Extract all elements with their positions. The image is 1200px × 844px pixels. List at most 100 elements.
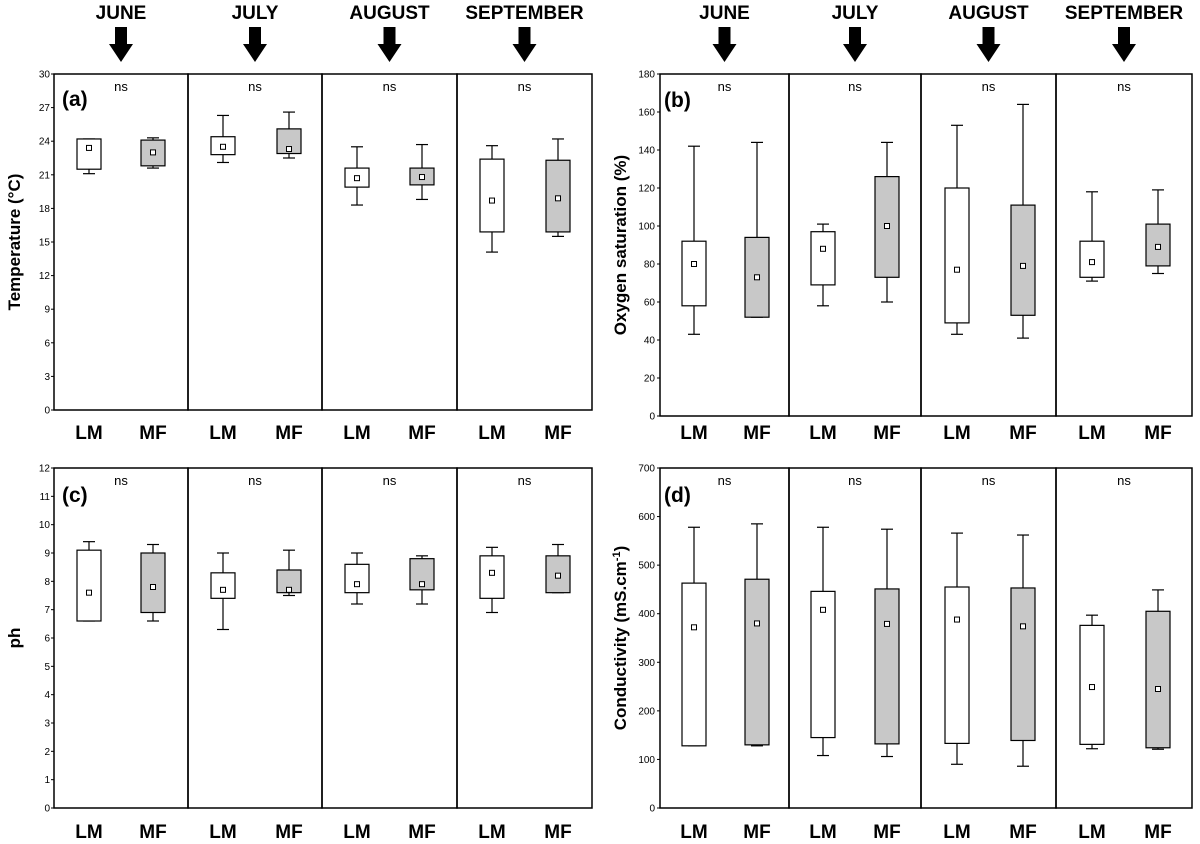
- y-tick-label: 7: [44, 605, 50, 616]
- month-header: JULY: [232, 3, 279, 24]
- box-iqr: [140, 552, 166, 614]
- box-lm: [810, 526, 836, 757]
- mean-marker: [150, 149, 156, 156]
- mean-marker: [489, 569, 495, 576]
- category-label: MF: [1009, 822, 1036, 843]
- mean-marker: [1155, 686, 1161, 692]
- month-frame: [321, 467, 458, 809]
- month-header: JULY: [832, 3, 879, 24]
- mean-marker: [220, 586, 226, 593]
- box-mf: [140, 137, 166, 169]
- category-label: LM: [209, 822, 236, 843]
- y-tick-label: 160: [638, 108, 655, 119]
- box-lm: [944, 124, 970, 335]
- y-tick-label: 4: [44, 690, 50, 701]
- y-tick-label: 120: [638, 184, 655, 195]
- significance-annotation: ns: [982, 79, 996, 94]
- box-mf: [1010, 103, 1036, 339]
- down-arrow-icon: [109, 27, 133, 62]
- y-tick-label: 1: [44, 775, 50, 786]
- down-arrow-icon: [843, 27, 867, 62]
- box-iqr: [344, 563, 370, 594]
- category-label: MF: [544, 822, 571, 843]
- month-frame: [920, 73, 1057, 417]
- month-header: SEPTEMBER: [465, 3, 584, 24]
- mean-marker: [691, 261, 697, 267]
- box-lm: [681, 526, 707, 747]
- y-tick-label: 9: [44, 305, 50, 316]
- y-tick-label: 27: [39, 103, 51, 114]
- month-frame: [788, 73, 922, 417]
- mean-marker: [354, 175, 360, 182]
- panel-b: 0 20 40 60 80 100 120 140 160 180 Oxygen saturatio…: [611, 70, 1193, 444]
- y-tick-label: 40: [644, 336, 656, 347]
- category-label: LM: [209, 423, 236, 444]
- month-header: JUNE: [96, 3, 147, 24]
- category-label: LM: [809, 423, 836, 444]
- category-label: MF: [139, 423, 166, 444]
- month-frame: [1055, 467, 1193, 809]
- month-frame: [456, 467, 593, 809]
- significance-annotation: ns: [848, 79, 862, 94]
- box-lm: [210, 552, 236, 631]
- y-axis-label: ph: [5, 628, 24, 649]
- box-mf: [140, 543, 166, 622]
- mean-marker: [1155, 243, 1161, 250]
- category-label: MF: [1009, 423, 1036, 444]
- box-lm: [210, 114, 236, 164]
- box-lm: [344, 146, 370, 206]
- significance-annotation: ns: [383, 79, 397, 94]
- y-tick-label: 6: [44, 338, 50, 349]
- category-label: MF: [1144, 822, 1171, 843]
- category-label: LM: [1078, 822, 1105, 843]
- y-tick-label: 80: [644, 260, 656, 271]
- category-label: LM: [343, 423, 370, 444]
- significance-annotation: ns: [114, 79, 128, 94]
- month-frame: [53, 73, 189, 411]
- mean-marker: [419, 581, 425, 588]
- y-axis-label: Conductivity (mS.cm-1): [611, 546, 630, 731]
- down-arrow-icon: [976, 27, 1001, 62]
- month-frame: [456, 73, 593, 411]
- category-label: LM: [809, 822, 836, 843]
- mean-marker: [286, 146, 292, 153]
- mean-marker: [1089, 684, 1095, 691]
- y-tick-label: 24: [39, 137, 51, 148]
- box-iqr: [810, 590, 836, 739]
- category-label: MF: [275, 822, 302, 843]
- month-header: JUNE: [699, 3, 750, 24]
- month-frame: [659, 467, 790, 809]
- y-tick-label: 0: [649, 804, 655, 815]
- box-iqr: [1010, 204, 1036, 316]
- box-mf: [409, 143, 435, 201]
- y-tick-label: 700: [638, 464, 655, 475]
- category-label: MF: [275, 423, 302, 444]
- box-mf: [744, 523, 770, 747]
- category-label: LM: [343, 822, 370, 843]
- month-header: AUGUST: [349, 3, 430, 24]
- significance-annotation: ns: [248, 79, 262, 94]
- y-tick-label: 30: [39, 70, 51, 81]
- box-lm: [76, 541, 102, 622]
- mean-marker: [419, 174, 425, 181]
- category-label: MF: [743, 423, 770, 444]
- significance-annotation: ns: [718, 473, 732, 488]
- y-tick-label: 3: [44, 719, 50, 730]
- box-iqr: [140, 139, 166, 167]
- significance-annotation: ns: [848, 473, 862, 488]
- mean-marker: [86, 589, 92, 596]
- category-label: LM: [680, 822, 707, 843]
- mean-marker: [884, 223, 890, 229]
- y-axis-label-text: Oxygen saturation (%): [611, 155, 630, 335]
- month-frame: [321, 73, 458, 411]
- significance-annotation: ns: [248, 473, 262, 488]
- box-iqr: [874, 588, 900, 745]
- month-header: AUGUST: [948, 3, 1029, 24]
- down-arrow-icon: [1112, 27, 1136, 62]
- mean-marker: [555, 572, 561, 579]
- y-axis-label: Temperature (°C): [5, 174, 24, 311]
- category-label: MF: [544, 423, 571, 444]
- box-lm: [944, 532, 970, 765]
- box-iqr: [1010, 587, 1036, 742]
